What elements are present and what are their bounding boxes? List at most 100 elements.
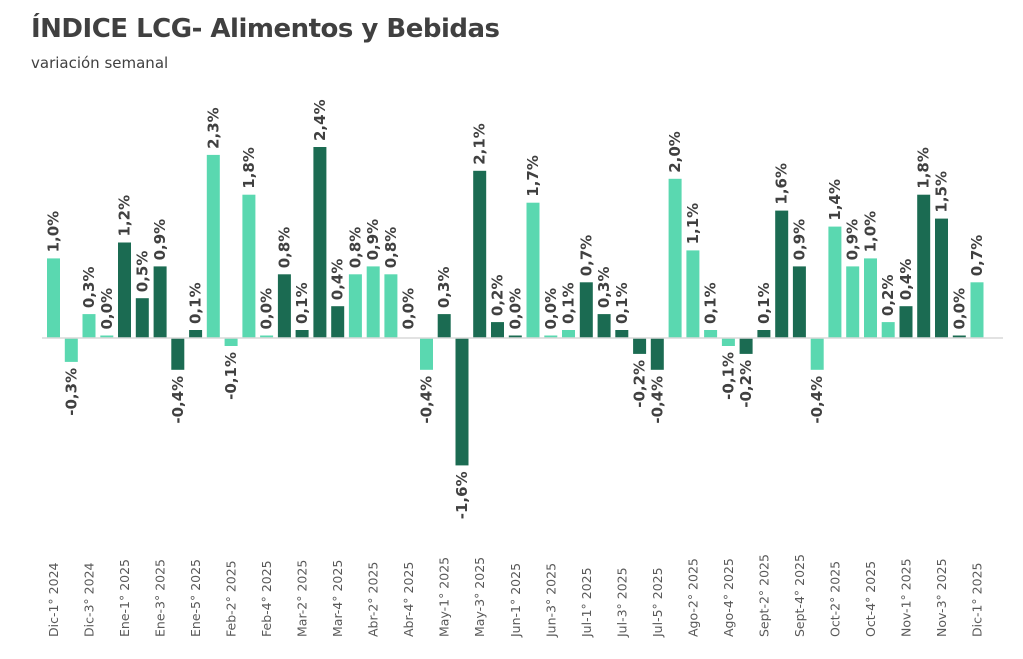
x-tick-label: May-1° 2025 — [437, 557, 452, 637]
x-tick-label: Jul-3° 2025 — [614, 567, 629, 638]
data-label: 1,2% — [116, 195, 134, 237]
data-label: 1,5% — [933, 171, 951, 213]
bars-group — [47, 147, 984, 466]
bar — [810, 338, 824, 370]
data-label: 0,0% — [258, 288, 276, 330]
bar — [331, 306, 345, 338]
data-label: 1,8% — [915, 147, 933, 189]
bar — [917, 194, 931, 338]
x-tick-label: Ago-4° 2025 — [721, 558, 736, 637]
data-label: 0,4% — [329, 259, 347, 301]
bar — [348, 274, 362, 338]
bar — [952, 335, 966, 338]
x-tick-labels-group: Dic-1° 2024 Dic-3° 2024 Ene-1° 2025 Ene-3° … — [46, 554, 985, 638]
bar — [64, 338, 78, 362]
data-label: 1,1% — [684, 203, 702, 245]
x-tick-label: Jul-5° 2025 — [650, 567, 665, 638]
x-tick-label: May-3° 2025 — [472, 557, 487, 637]
bar — [935, 218, 948, 338]
data-label: 0,1% — [187, 282, 205, 324]
bar — [437, 314, 451, 338]
x-tick-label: Ene-1° 2025 — [117, 559, 132, 637]
data-label: 0,1% — [755, 282, 773, 324]
x-tick-label: Ene-5° 2025 — [188, 559, 203, 637]
data-label: 1,4% — [826, 179, 844, 221]
x-tick-label: Ago-2° 2025 — [685, 558, 700, 637]
bar — [970, 282, 984, 338]
x-tick-label: Dic-1° 2024 — [46, 562, 61, 637]
data-label: -1,6% — [453, 471, 471, 519]
bar — [260, 335, 274, 338]
data-label: 2,1% — [471, 123, 489, 165]
data-label: 0,9% — [844, 219, 862, 261]
x-tick-label: Ene-3° 2025 — [153, 559, 168, 637]
x-tick-label: Jun-1° 2025 — [508, 563, 523, 638]
x-tick-label: Dic-3° 2024 — [82, 562, 97, 637]
data-label: 0,7% — [968, 235, 986, 277]
x-tick-label: Jul-1° 2025 — [579, 567, 594, 638]
bar — [899, 306, 913, 338]
bar — [686, 250, 700, 338]
x-tick-label: Nov-3° 2025 — [934, 558, 949, 637]
x-tick-label: Dic-1° 2025 — [970, 563, 985, 637]
data-label: 0,0% — [400, 288, 418, 330]
bar — [757, 330, 771, 338]
bar — [526, 202, 540, 338]
bar — [171, 338, 185, 370]
bar — [153, 266, 167, 338]
data-label: 0,8% — [382, 227, 400, 269]
data-label: -0,2% — [737, 360, 755, 408]
bar — [366, 266, 380, 338]
bar — [562, 330, 575, 338]
data-label: -0,4% — [808, 376, 826, 424]
data-label: 0,1% — [702, 282, 720, 324]
bar — [828, 226, 842, 338]
x-tick-label: Nov-1° 2025 — [899, 558, 914, 637]
data-label: 0,3% — [595, 266, 613, 308]
bar — [792, 266, 806, 338]
x-tick-label: Mar-2° 2025 — [295, 560, 310, 637]
data-label: -0,3% — [62, 368, 80, 416]
data-label: 0,0% — [98, 288, 116, 330]
data-label: 0,9% — [151, 219, 169, 261]
x-tick-label: Feb-4° 2025 — [259, 560, 274, 637]
data-label: 0,9% — [790, 219, 808, 261]
x-tick-label: Oct-4° 2025 — [863, 561, 878, 637]
data-label: 1,8% — [240, 147, 258, 189]
data-label: 0,9% — [364, 219, 382, 261]
data-label: 0,7% — [577, 235, 595, 277]
x-tick-label: Oct-2° 2025 — [827, 561, 842, 637]
x-tick-label: Sept-2° 2025 — [756, 554, 771, 637]
data-label: 2,0% — [666, 131, 684, 173]
data-label: 0,1% — [293, 282, 311, 324]
bar — [47, 258, 60, 338]
bar — [633, 338, 647, 354]
data-label: 1,6% — [773, 163, 791, 205]
bar — [473, 170, 487, 338]
x-tick-label: Jun-3° 2025 — [543, 563, 558, 638]
bar — [420, 338, 433, 370]
data-label: -0,1% — [222, 352, 240, 400]
bar — [455, 338, 469, 466]
chart-title: ÍNDICE LCG- Alimentos y Bebidas — [31, 14, 500, 44]
data-label: 0,2% — [879, 274, 897, 316]
bar — [668, 178, 682, 338]
data-label: 0,3% — [435, 266, 453, 308]
bar — [224, 338, 238, 346]
bar — [135, 298, 149, 338]
bar — [864, 258, 877, 338]
data-label: -0,4% — [648, 376, 666, 424]
bar — [118, 242, 131, 338]
data-label: 0,0% — [950, 288, 968, 330]
data-label: 1,7% — [524, 155, 542, 197]
x-tick-label: Feb-2° 2025 — [224, 560, 239, 637]
bar — [189, 330, 203, 338]
bar — [704, 330, 718, 338]
bar — [775, 210, 789, 338]
data-label: 0,1% — [613, 282, 631, 324]
bar — [615, 330, 629, 338]
bar — [579, 282, 593, 338]
bar — [739, 338, 753, 354]
x-tick-label: Abr-2° 2025 — [366, 562, 381, 637]
